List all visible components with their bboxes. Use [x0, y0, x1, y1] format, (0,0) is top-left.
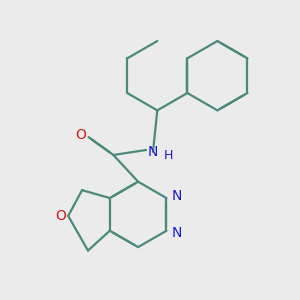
Text: N: N — [148, 145, 158, 159]
Text: N: N — [171, 226, 181, 240]
Text: O: O — [75, 128, 86, 142]
Text: H: H — [164, 149, 173, 162]
Text: N: N — [171, 189, 181, 203]
Text: O: O — [55, 209, 66, 223]
